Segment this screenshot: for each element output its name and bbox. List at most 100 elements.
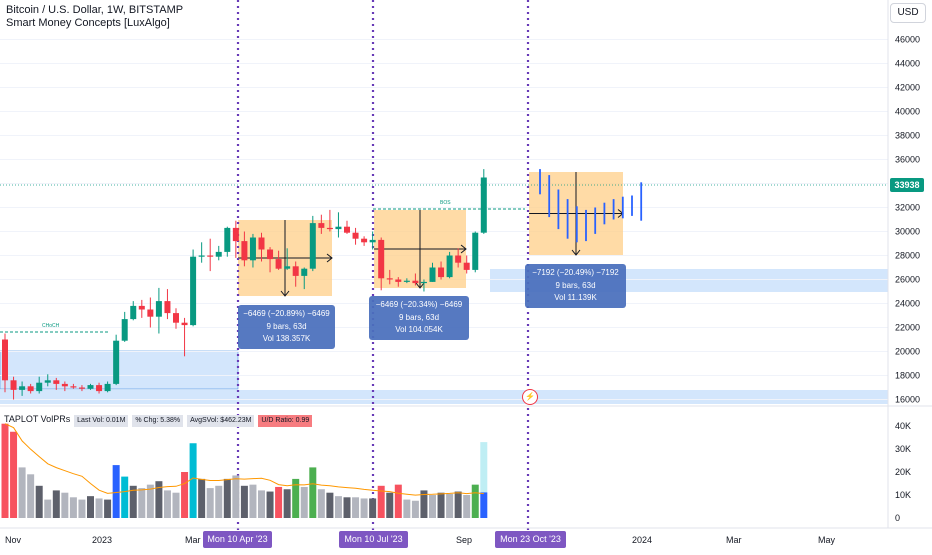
candle-body — [104, 383, 111, 392]
candle-body — [335, 226, 342, 230]
volume-bar — [386, 492, 394, 518]
candle-body — [395, 279, 402, 282]
date-chip[interactable]: Mon 10 Apr '23 — [203, 531, 272, 548]
measure-arrowhead — [415, 282, 425, 289]
candle-body — [130, 305, 137, 320]
candle-body — [420, 281, 427, 284]
volume-legend[interactable]: TAPLOT VolPRs Last Vol: 0.01M % Chg: 5.3… — [4, 413, 314, 427]
candle-body — [155, 301, 162, 317]
range-info-box[interactable]: −6469 (−20.34%) −6469 9 bars, 63d Vol 10… — [369, 296, 469, 340]
candle-body — [138, 305, 145, 310]
candle-body — [292, 266, 299, 276]
volume-bar — [352, 497, 360, 518]
volume-bar — [112, 465, 120, 518]
volume-bar — [104, 499, 112, 518]
time-axis-label: Nov — [5, 535, 22, 545]
chart-title: Bitcoin / U.S. Dollar, 1W, BITSTAMP — [6, 4, 184, 16]
candle-body — [2, 339, 8, 381]
candle-body — [361, 238, 368, 243]
bos-label: BOS — [440, 200, 451, 206]
price-axis-label: 36000 — [895, 155, 920, 165]
range-info-box[interactable]: −7192 (−20.49%) −7192 9 bars, 63d Vol 11… — [525, 264, 626, 308]
candle-body — [446, 255, 453, 278]
candle-body — [318, 223, 325, 228]
volume-axis-label: 0 — [895, 513, 900, 523]
candle-body — [352, 232, 359, 239]
range-change: −6469 (−20.34%) −6469 — [375, 300, 463, 309]
choch-label: CHoCH — [42, 323, 60, 329]
range-bars: 9 bars, 63d — [266, 321, 307, 331]
volume-bar — [258, 490, 265, 518]
price-axis-label: 26000 — [895, 275, 920, 285]
candle-body — [27, 386, 34, 392]
candle-body — [480, 177, 487, 233]
candle-body — [249, 237, 256, 261]
volume-bar — [232, 475, 240, 518]
candle-body — [121, 319, 128, 341]
time-axis-label: 2024 — [632, 535, 652, 545]
candle-body — [267, 249, 274, 260]
price-axis-label: 32000 — [895, 203, 920, 213]
range-change: −7192 (−20.49%) −7192 — [532, 268, 619, 277]
range-volume: Vol 11.139K — [554, 293, 597, 302]
volume-bar — [27, 474, 35, 518]
candle-body — [207, 255, 214, 257]
volume-bar — [215, 485, 223, 518]
volume-bar — [189, 443, 197, 518]
candle-body — [472, 232, 479, 270]
volume-bar — [446, 493, 454, 518]
measure-arrowhead — [460, 244, 467, 254]
measure-arrowhead — [326, 253, 333, 263]
date-chip[interactable]: Mon 23 Oct '23 — [495, 531, 566, 548]
candle-body — [87, 385, 94, 389]
volume-bar — [454, 491, 462, 518]
candle-body — [181, 322, 188, 326]
range-info-box[interactable]: −6469 (−20.89%) −6469 9 bars, 63d Vol 13… — [238, 305, 335, 349]
candle-body — [10, 380, 17, 390]
volume-bar — [61, 492, 69, 518]
candle-body — [96, 385, 103, 392]
volume-axis-label: 40K — [895, 421, 911, 431]
last-price-tag: 33938 — [890, 178, 924, 192]
volume-bar — [172, 492, 180, 518]
volume-bar — [360, 498, 368, 518]
price-axis-label: 38000 — [895, 131, 920, 141]
volume-bar — [198, 478, 206, 518]
volume-axis-label: 20K — [895, 467, 911, 477]
candle-body — [275, 259, 282, 269]
volume-bar — [181, 472, 189, 518]
range-bars: 9 bars, 63d — [555, 280, 596, 290]
price-axis-label: 46000 — [895, 35, 920, 45]
volume-bar — [1, 423, 9, 518]
price-axis-label: 16000 — [895, 395, 920, 405]
indicator-title[interactable]: Smart Money Concepts [LuxAlgo] — [6, 17, 170, 29]
price-axis-label: 28000 — [895, 251, 920, 261]
date-chip[interactable]: Mon 10 Jul '23 — [339, 531, 408, 548]
volume-bar — [326, 492, 334, 518]
candle-body — [403, 280, 410, 282]
volume-bar — [35, 485, 43, 518]
candle-body — [438, 267, 445, 278]
volume-bar — [18, 467, 26, 518]
price-axis-label: 40000 — [895, 107, 920, 117]
candle-body — [301, 268, 308, 276]
volume-bar — [317, 489, 325, 518]
avg-volume-stat: AvgSVol: $462.23M — [187, 415, 255, 427]
volume-projection — [480, 442, 488, 493]
volume-bar — [138, 488, 146, 518]
candle-body — [224, 227, 231, 252]
candle-body — [412, 280, 419, 284]
currency-button[interactable]: USD — [890, 3, 926, 23]
volume-bar — [437, 492, 445, 518]
volume-average-line — [4, 423, 484, 496]
candle-body — [113, 340, 120, 384]
volume-bar — [249, 484, 257, 518]
volume-bar — [121, 476, 129, 518]
volume-bar — [334, 496, 342, 518]
lightning-icon[interactable]: ⚡ — [522, 389, 538, 405]
candle-body — [147, 309, 154, 317]
volume-bar — [471, 484, 479, 518]
time-axis-label: May — [818, 535, 836, 545]
